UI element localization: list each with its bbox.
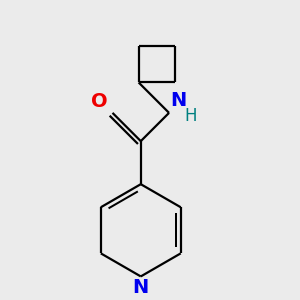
Text: N: N [171, 92, 187, 110]
Text: O: O [91, 92, 108, 111]
Text: H: H [184, 107, 197, 125]
Text: N: N [133, 278, 149, 297]
